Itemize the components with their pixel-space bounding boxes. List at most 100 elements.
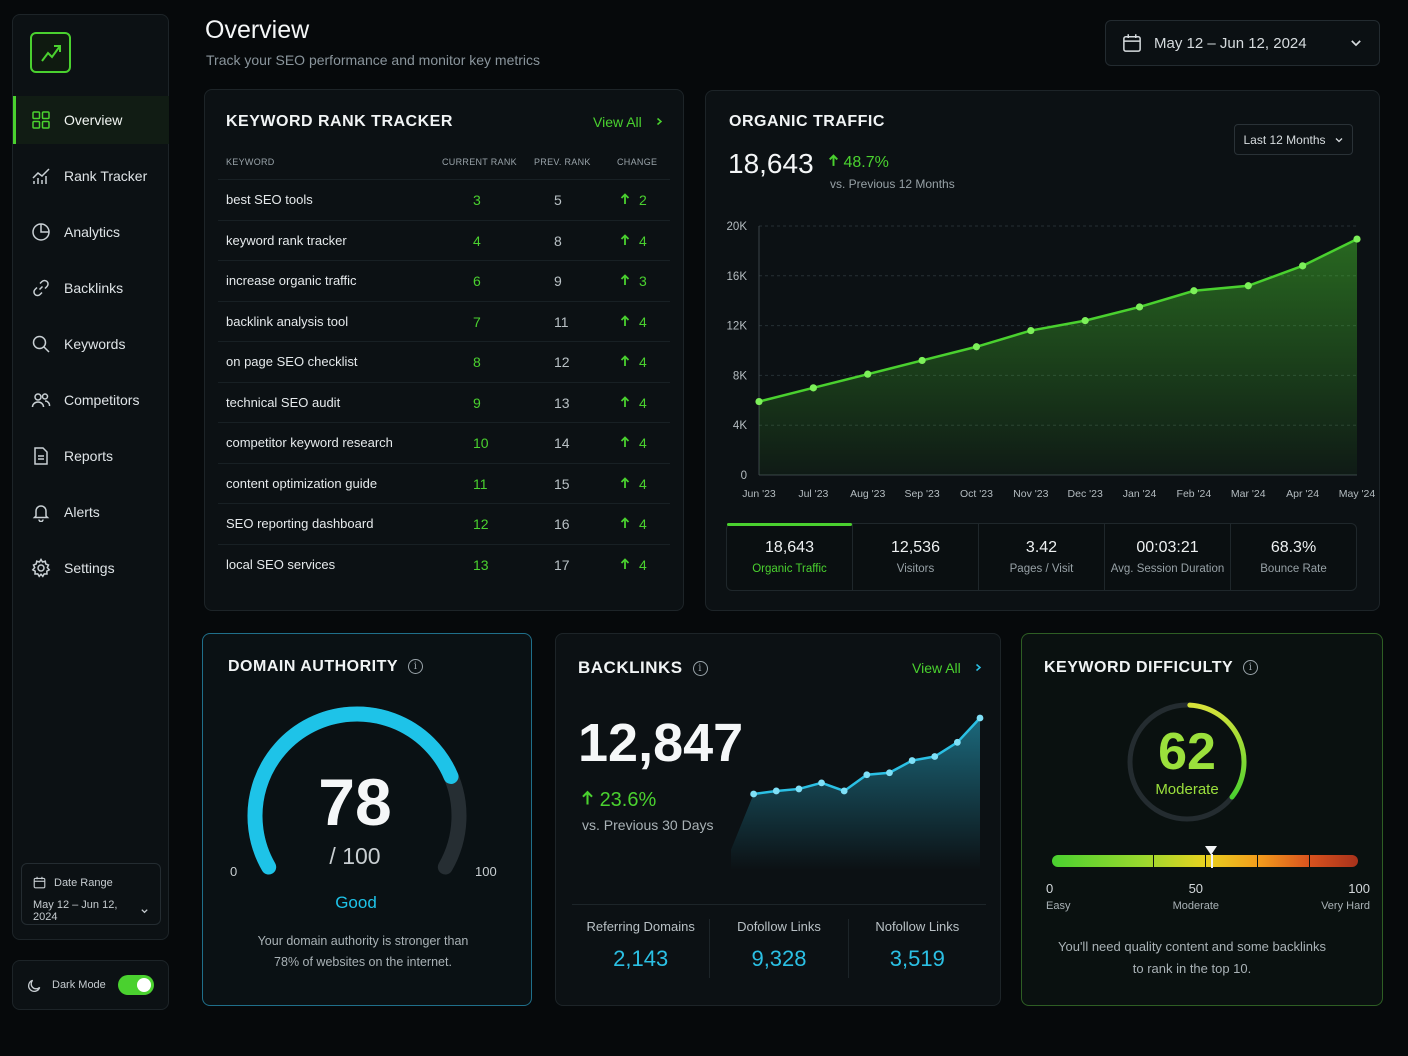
x-tick-label: Aug '23 [850, 488, 885, 500]
backlinks-point[interactable] [750, 790, 758, 798]
table-row[interactable]: best SEO tools 3 5 2 [218, 179, 670, 220]
backlinks-metric: Nofollow Links 3,519 [849, 919, 986, 978]
dark-mode-toggle[interactable] [118, 975, 154, 995]
organic-traffic-value: 18,643 [728, 148, 814, 179]
sidebar-item-label: Keywords [64, 336, 126, 352]
scale-tick: 50 Moderate [1156, 881, 1236, 912]
x-tick-label: Feb '24 [1177, 488, 1212, 500]
domain-authority-rating: Good [335, 893, 377, 912]
current-rank-cell: 12 [473, 516, 489, 532]
stat-label: Visitors [896, 563, 935, 575]
info-icon[interactable]: i [1243, 660, 1259, 676]
app-logo[interactable] [30, 32, 71, 73]
traffic-point[interactable] [918, 356, 926, 365]
sidebar-item-competitors[interactable]: Competitors [13, 376, 169, 424]
view-all-link[interactable]: View All [912, 660, 983, 676]
keyword-cell: local SEO services [226, 556, 336, 572]
backlinks-value: 12,847 [578, 713, 744, 773]
traffic-stat[interactable]: 12,536 Visitors [853, 524, 979, 590]
x-tick-label: Sep '23 [904, 488, 939, 500]
backlinks-point[interactable] [772, 787, 780, 795]
backlinks-point[interactable] [795, 785, 803, 793]
sidebar-item-settings[interactable]: Settings [13, 544, 169, 592]
table-row[interactable]: local SEO services 13 17 4 [218, 543, 670, 585]
traffic-stat[interactable]: 18,643 Organic Traffic [727, 523, 853, 590]
sidebar-item-label: Reports [64, 448, 114, 464]
sidebar-date-range[interactable]: Date Range May 12 – Jun 12, 2024 [21, 863, 161, 925]
current-rank-cell: 9 [473, 394, 481, 411]
table-row[interactable]: technical SEO audit 9 13 4 [218, 381, 670, 423]
traffic-point[interactable] [809, 384, 817, 392]
backlinks-sparkline [731, 714, 984, 870]
grid-icon [32, 111, 50, 129]
view-all-label: View All [912, 660, 961, 676]
backlinks-compare: vs. Previous 30 Days [582, 817, 714, 833]
backlinks-change-value: 23.6% [599, 789, 657, 811]
table-row[interactable]: increase organic traffic 6 9 3 [218, 260, 670, 301]
traffic-point[interactable] [1027, 326, 1035, 335]
gauge-fill [247, 706, 459, 875]
sidebar-nav: Overview Rank Tracker Analytics Backlink… [13, 96, 169, 600]
range-select-button[interactable]: Last 12 Months [1234, 124, 1353, 155]
arrow-up-icon [620, 557, 630, 569]
card-title: BACKLINKS i [578, 658, 708, 678]
sidebar-item-analytics[interactable]: Analytics [13, 208, 169, 256]
info-icon[interactable]: i [692, 661, 708, 677]
table-row[interactable]: keyword rank tracker 4 8 4 [218, 219, 670, 261]
table-row[interactable]: on page SEO checklist 8 12 4 [218, 341, 670, 382]
traffic-point[interactable] [1081, 317, 1089, 325]
arrow-up-icon [620, 193, 630, 204]
backlinks-point[interactable] [840, 787, 848, 795]
y-tick-label: 4K [733, 420, 747, 432]
sidebar-item-reports[interactable]: Reports [13, 432, 169, 480]
sidebar-item-keywords[interactable]: Keywords [13, 320, 169, 368]
backlinks-point[interactable] [818, 779, 825, 787]
backlinks-point[interactable] [976, 714, 984, 722]
scale-tick: 0 Easy [1046, 881, 1126, 912]
info-icon[interactable]: i [408, 659, 424, 675]
difficulty-scale: 0 Easy 50 Moderate 100 Very Hard [1022, 634, 1384, 934]
backlinks-point[interactable] [886, 769, 893, 777]
sidebar-item-backlinks[interactable]: Backlinks [13, 264, 169, 312]
backlinks-change: 23.6% [581, 789, 656, 812]
backlinks-point[interactable] [931, 753, 939, 760]
backlinks-point[interactable] [953, 738, 961, 746]
card-title: ORGANIC TRAFFIC [729, 113, 885, 130]
bell-icon [32, 505, 50, 522]
traffic-point[interactable] [1190, 287, 1198, 295]
sidebar-item-alerts[interactable]: Alerts [13, 488, 169, 536]
sidebar-item-overview[interactable]: Overview [13, 96, 169, 144]
gauge-min-tick: 0 [230, 864, 238, 879]
traffic-point[interactable] [972, 343, 981, 351]
keyword-cell: technical SEO audit [226, 394, 341, 410]
backlinks-point[interactable] [908, 757, 916, 764]
traffic-stat[interactable]: 68.3% Bounce Rate [1231, 524, 1356, 590]
table-row[interactable]: content optimization guide 11 15 4 [218, 462, 670, 504]
traffic-point[interactable] [1299, 262, 1307, 270]
traffic-point[interactable] [1244, 282, 1252, 290]
chart-line-icon [32, 168, 50, 184]
card-title: KEYWORD RANK TRACKER [226, 113, 453, 130]
traffic-point[interactable] [864, 370, 872, 378]
change-value: 4 [639, 435, 647, 451]
header-date-range-picker[interactable]: May 12 – Jun 12, 2024 [1105, 20, 1380, 66]
domain-authority-max: / 100 [329, 843, 381, 869]
traffic-stat[interactable]: 3.42 Pages / Visit [979, 524, 1105, 590]
card-title-text: BACKLINKS [578, 658, 683, 677]
table-row[interactable]: backlink analysis tool 7 11 4 [218, 300, 670, 342]
view-all-link[interactable]: View All [593, 114, 664, 130]
keyword-cell: SEO reporting dashboard [226, 516, 374, 531]
table-row[interactable]: SEO reporting dashboard 12 16 4 [218, 503, 670, 544]
traffic-point[interactable] [1135, 303, 1144, 311]
scale-number: 0 [1046, 881, 1054, 896]
sidebar-item-rank-tracker[interactable]: Rank Tracker [13, 152, 169, 200]
chevron-right-icon [656, 117, 662, 126]
table-row[interactable]: competitor keyword research 10 14 4 [218, 422, 670, 463]
column-header: CHANGE [617, 157, 658, 167]
traffic-point[interactable] [1353, 235, 1361, 243]
traffic-change-value: 48.7% [843, 154, 889, 171]
traffic-stat[interactable]: 00:03:21 Avg. Session Duration [1105, 524, 1231, 590]
backlinks-point[interactable] [863, 771, 871, 779]
traffic-point[interactable] [755, 397, 763, 406]
range-select-label: Last 12 Months [1243, 132, 1326, 147]
